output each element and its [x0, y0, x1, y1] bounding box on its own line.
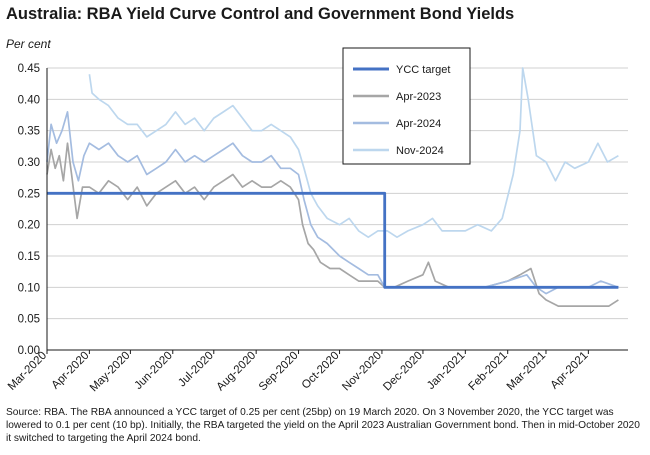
chart-title: Australia: RBA Yield Curve Control and G… — [6, 5, 515, 23]
x-tick-label: Aug-2020 — [215, 350, 259, 394]
y-tick-label: 0.15 — [18, 251, 40, 263]
y-tick-label: 0.25 — [18, 188, 40, 200]
x-tick-label: Jul-2020 — [176, 350, 216, 390]
series-line-nov-2024 — [88, 67, 619, 239]
x-tick-label: Dec-2020 — [381, 350, 425, 394]
x-tick-label: Jun-2020 — [132, 350, 174, 392]
x-tick-label: Nov-2020 — [340, 350, 384, 394]
y-tick-label: 0.40 — [18, 94, 40, 106]
series-lines — [46, 67, 619, 307]
chart-svg: 0.00 0.05 0.10 0.15 0.20 0.25 0.30 0.35 0.40 0.45… — [6, 47, 628, 395]
legend: YCC target Apr-2023 Apr-2024 Nov-2024 — [342, 47, 471, 165]
y-axis-unit-label: Per cent — [6, 37, 51, 51]
x-tick-label: Mar-2021 — [505, 350, 548, 393]
y-tick-label: 0.35 — [18, 126, 40, 138]
y-tick-label: 0.20 — [18, 220, 40, 232]
legend-box — [342, 47, 471, 165]
legend-label: YCC target — [396, 64, 450, 76]
x-tick-label: Jan-2021 — [425, 350, 467, 392]
y-tick-label: 0.00 — [18, 345, 40, 357]
x-tick-label: Apr-2021 — [549, 350, 591, 392]
y-tick-label: 0.30 — [18, 157, 40, 169]
y-tick-labels: 0.00 0.05 0.10 0.15 0.20 0.25 0.30 0.35 0.40 0.45 — [18, 63, 40, 357]
x-tick-label: Feb-2021 — [467, 350, 510, 393]
series-line-ycc-target — [47, 191, 619, 289]
y-tick-label: 0.05 — [18, 314, 40, 326]
x-tick-label: Sep-2020 — [257, 350, 301, 394]
axes — [46, 68, 628, 354]
legend-label: Apr-2024 — [396, 118, 441, 130]
legend-label: Nov-2024 — [396, 145, 444, 157]
source-note: Source: RBA. The RBA announced a YCC tar… — [6, 407, 640, 444]
y-tick-label: 0.10 — [18, 282, 40, 294]
x-tick-label: May-2020 — [88, 350, 133, 395]
x-tick-label: Apr-2020 — [50, 350, 92, 392]
legend-label: Apr-2023 — [396, 91, 441, 103]
x-tick-label: Oct-2020 — [300, 350, 342, 392]
series-line-apr-2024 — [46, 111, 619, 295]
y-tick-label: 0.45 — [18, 63, 40, 75]
